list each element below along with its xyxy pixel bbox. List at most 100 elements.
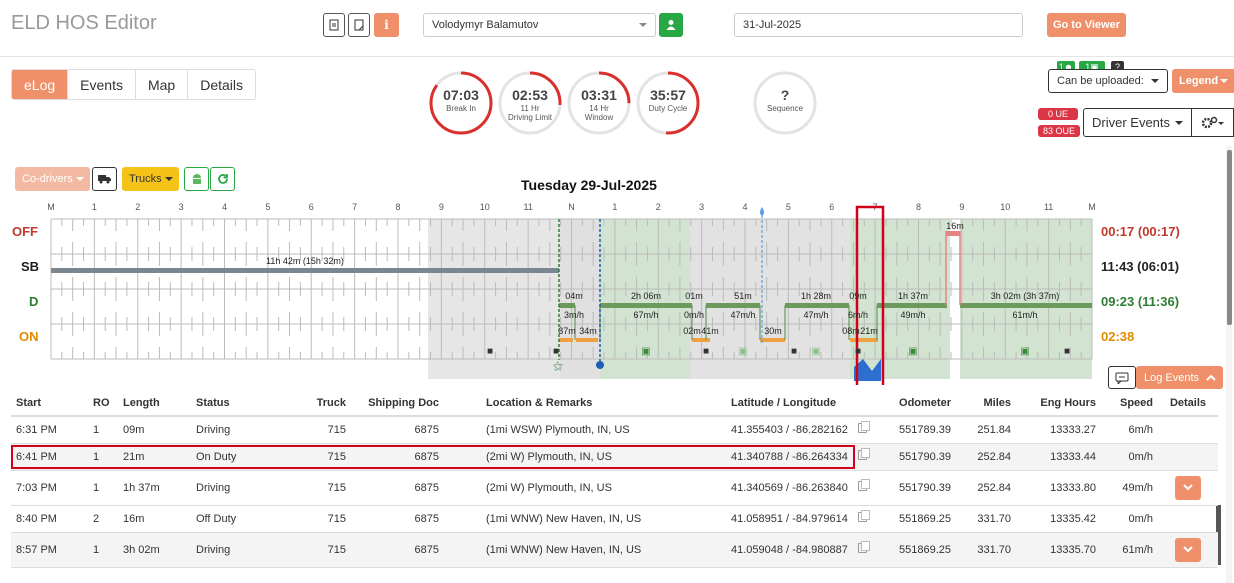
copy-icon[interactable] <box>858 510 870 522</box>
scrollbar-thumb[interactable] <box>1227 150 1232 325</box>
truck-event-icon[interactable]: ▣ <box>738 346 747 357</box>
tab-elog[interactable]: eLog <box>12 70 69 99</box>
expand-details-button[interactable] <box>1175 537 1201 562</box>
segment-label: 21m <box>860 326 878 336</box>
driver-events-select[interactable]: Driver Events <box>1083 108 1192 137</box>
table-row[interactable]: 8:40 PM 2 16m Off Duty 715 6875 (1mi WNW) New … <box>11 505 1218 533</box>
driver-profile-button[interactable] <box>659 13 683 37</box>
total-on: 02:38 <box>1101 329 1135 344</box>
segment-label: 3h 02m (3h 37m) <box>991 291 1060 301</box>
col-latlon[interactable]: Latitude / Longitude <box>726 391 853 417</box>
copy-icon[interactable] <box>858 448 870 460</box>
legend-button[interactable]: Legend <box>1172 69 1234 93</box>
date-input[interactable]: 31-Jul-2025 <box>734 13 1023 37</box>
segment-label: 3m/h <box>564 310 584 320</box>
comments-button[interactable] <box>1108 366 1136 389</box>
copy-cell <box>853 532 883 568</box>
col-miles[interactable]: Miles <box>956 391 1016 417</box>
driving-segments <box>559 303 1092 308</box>
tab-map[interactable]: Map <box>135 70 189 99</box>
table-row[interactable]: 7:03 PM 1 1h 37m Driving 715 6875 (2mi W) Plym… <box>11 470 1218 506</box>
col-odometer[interactable]: Odometer <box>883 391 956 417</box>
selected-row-highlight <box>11 445 855 469</box>
cell-ro: 1 <box>88 532 118 568</box>
tab-details[interactable]: Details <box>188 70 255 99</box>
table-row[interactable]: 6:31 PM 1 09m Driving 715 6875 (1mi WSW) Plymo… <box>11 416 1218 444</box>
col-shipping-doc[interactable]: Shipping Doc <box>351 391 444 417</box>
cell-location: (1mi WNW) New Haven, IN, US <box>444 505 726 533</box>
cell-eng-hours: 13335.42 <box>1016 505 1101 533</box>
hos-grid-chart[interactable]: M 1 2 3 4 5 6 7 8 9 10 11 N 1 2 3 4 5 6 7 8 9 10 11 M 11h 42m (1… <box>0 195 1100 385</box>
truck-event-icon[interactable]: ▣ <box>811 346 820 357</box>
app-title: ELD HOS Editor <box>11 12 157 34</box>
truck-event-icon[interactable]: ▣ <box>1020 346 1029 357</box>
cell-length: 1h 37m <box>118 470 191 506</box>
cell-start: 6:31 PM <box>11 416 88 444</box>
cell-truck: 715 <box>291 443 351 471</box>
col-eng-hours[interactable]: Eng Hours <box>1016 391 1101 417</box>
copy-icon[interactable] <box>858 479 870 491</box>
certify-icon[interactable] <box>596 361 604 369</box>
chevron-down-icon <box>165 177 173 181</box>
col-truck[interactable]: Truck <box>291 391 351 417</box>
table-row[interactable]: 6:41 PM 1 21m On Duty 715 6875 (2mi W) Plymout… <box>11 443 1218 471</box>
truck-event-icon[interactable]: ▣ <box>908 346 917 357</box>
oue-badge: 83 OUE <box>1038 125 1080 137</box>
copy-icon[interactable] <box>858 421 870 434</box>
camera-icon[interactable]: ■ <box>855 346 861 357</box>
go-to-viewer-button[interactable]: Go to Viewer <box>1047 13 1126 37</box>
driver-select[interactable]: Volodymyr Balamutov <box>423 13 656 37</box>
col-start[interactable]: Start <box>11 391 88 417</box>
trucks-button[interactable]: Trucks <box>122 167 179 191</box>
settings-button[interactable] <box>1192 108 1234 137</box>
truck-button[interactable] <box>92 167 117 191</box>
copy-icon[interactable] <box>858 541 870 553</box>
camera-icon[interactable]: ■ <box>487 346 493 357</box>
note-button[interactable] <box>348 13 370 37</box>
chevron-down-icon <box>1151 79 1159 83</box>
cell-length: 16m <box>118 505 191 533</box>
col-length[interactable]: Length <box>118 391 191 417</box>
selected-event-marker[interactable] <box>854 359 881 381</box>
hour-label: 2 <box>135 202 140 212</box>
co-drivers-button[interactable]: Co-drivers <box>15 167 90 191</box>
document-button[interactable] <box>323 13 345 37</box>
col-location[interactable]: Location & Remarks <box>444 391 726 417</box>
col-status[interactable]: Status <box>191 391 291 417</box>
log-events-toggle[interactable]: Log Events <box>1136 366 1223 389</box>
camera-icon[interactable]: ■ <box>791 346 797 357</box>
segment-label: 47m/h <box>803 310 828 320</box>
cell-truck: 715 <box>291 470 351 506</box>
cell-shipping-doc: 6875 <box>351 532 444 568</box>
col-speed[interactable]: Speed <box>1101 391 1158 417</box>
android-button[interactable] <box>184 167 209 191</box>
cell-eng-hours: 13335.70 <box>1016 532 1101 568</box>
table-row[interactable]: 8:57 PM 1 3h 02m Driving 715 6875 (1mi WNW) Ne… <box>11 532 1218 568</box>
expand-details-button[interactable] <box>1175 475 1201 500</box>
date-value: 31-Jul-2025 <box>743 19 802 31</box>
cell-speed: 0m/h <box>1101 505 1158 533</box>
hour-label: 7 <box>352 202 357 212</box>
gauge-sequence[interactable]: ? Sequence <box>752 70 818 136</box>
tab-events[interactable]: Events <box>68 70 136 99</box>
col-details[interactable]: Details <box>1158 391 1218 417</box>
info-button[interactable]: i <box>374 13 399 37</box>
table-scrollbar-thumb[interactable] <box>1216 505 1221 565</box>
col-ro[interactable]: RO <box>88 391 118 417</box>
key-icon[interactable]: ⚝ <box>553 361 563 372</box>
header-divider <box>0 56 1234 57</box>
driver-name: Volodymyr Balamutov <box>432 19 539 31</box>
camera-icon[interactable]: ■ <box>703 346 709 357</box>
can-be-uploaded-label: Can be uploaded: <box>1057 75 1144 87</box>
gauge-arc <box>636 71 700 135</box>
segment-label: 30m <box>764 326 782 336</box>
truck-event-icon[interactable]: ▣ <box>641 346 650 357</box>
can-be-uploaded-select[interactable]: Can be uploaded: <box>1048 69 1168 93</box>
details-cell <box>1158 443 1218 471</box>
hour-label: 3 <box>179 202 184 212</box>
comment-icon <box>1115 372 1129 384</box>
camera-icon[interactable]: ■ <box>1064 346 1070 357</box>
camera-icon[interactable]: ■ <box>553 346 559 357</box>
scrollbar-track[interactable] <box>1226 146 1232 583</box>
refresh-button[interactable] <box>210 167 235 191</box>
